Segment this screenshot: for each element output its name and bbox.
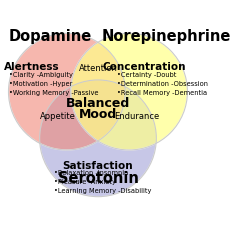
Circle shape xyxy=(9,34,125,150)
Text: Appetite: Appetite xyxy=(40,112,76,121)
Text: Dopamine: Dopamine xyxy=(9,29,92,44)
Text: Alertness: Alertness xyxy=(4,61,60,71)
Text: Serotonin: Serotonin xyxy=(58,170,138,185)
Text: Attention: Attention xyxy=(78,63,117,73)
Text: •Certainty -Doubt
•Determination -Obsession
•Recall Memory -Dementia: •Certainty -Doubt •Determination -Obsess… xyxy=(117,72,208,96)
Text: •Clarity -Ambiguity
•Motivation -Hyper
•Working Memory -Passive: •Clarity -Ambiguity •Motivation -Hyper •… xyxy=(9,72,99,96)
Text: Norepinephrine: Norepinephrine xyxy=(102,29,231,44)
Text: •Relaxation -Insomnia
•Pleasure -Anxiety
•Learning Memory -Disability: •Relaxation -Insomnia •Pleasure -Anxiety… xyxy=(54,170,152,194)
Text: Mood: Mood xyxy=(79,107,117,120)
Text: Balanced: Balanced xyxy=(66,96,130,109)
Circle shape xyxy=(40,81,156,197)
Text: Concentration: Concentration xyxy=(103,61,186,71)
Circle shape xyxy=(71,34,187,150)
Text: Satisfaction: Satisfaction xyxy=(63,160,133,170)
Text: Endurance: Endurance xyxy=(114,112,160,121)
